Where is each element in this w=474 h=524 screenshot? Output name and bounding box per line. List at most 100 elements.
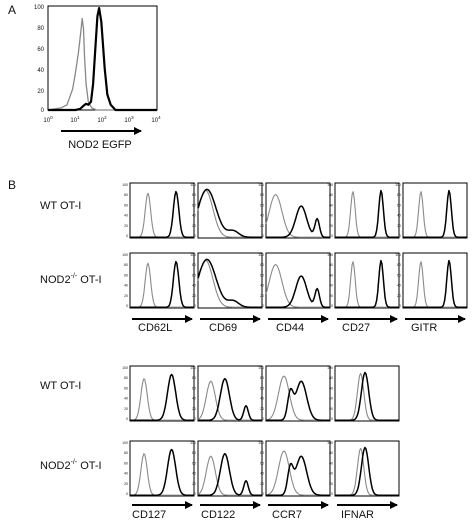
y-tick-label: 100 (190, 366, 196, 370)
histogram-frame (197, 365, 263, 422)
marker-label-cd62l: CD62L (138, 322, 172, 334)
y-tick-label: 0 (331, 304, 333, 308)
y-tick-label: 0 (331, 417, 333, 421)
y-tick-label: 60 (192, 386, 196, 390)
sample-histogram (130, 260, 194, 308)
y-tick-label: 40 (260, 284, 264, 288)
control-histogram (403, 261, 467, 308)
histogram-frame (265, 440, 331, 497)
panel-a-y-ticks: 100 80 60 40 20 0 (34, 5, 45, 114)
y-tick-label: 0 (194, 492, 196, 496)
y-tick-label: 60 (329, 203, 333, 207)
histogram-frame (402, 182, 468, 239)
x-tick-label: 104 (151, 115, 161, 124)
y-tick-label: 60 (192, 203, 196, 207)
sample-histogram (266, 455, 330, 496)
y-tick-label: 80 (124, 376, 128, 380)
control-histogram (197, 380, 262, 421)
y-tick-label: 100 (327, 441, 333, 445)
y-tick-label: 0 (41, 108, 45, 114)
histogram-frame (265, 252, 331, 309)
histogram-cd62l: 100 80 60 40 20 0 (122, 182, 195, 239)
y-tick-label: 20 (329, 407, 333, 411)
y-tick-label: 60 (329, 273, 333, 277)
histogram-cd69: 100 80 60 40 20 0 (190, 182, 263, 239)
mini-histograms: 100 80 60 40 20 0 100 80 60 40 20 0 100 80 60 40 20 0 100 8… (122, 182, 468, 497)
row-label-wt-1: WT OT-I (40, 200, 81, 212)
histogram-frame (265, 365, 331, 422)
y-tick-label: 40 (124, 214, 128, 218)
row-label-wt-2: WT OT-I (40, 380, 81, 392)
histogram-cd62l: 100 80 60 40 20 0 (122, 252, 195, 309)
y-tick-label: 0 (194, 417, 196, 421)
y-tick-label: 60 (329, 386, 333, 390)
y-tick-label: 60 (260, 203, 264, 207)
panel-a-label: A (8, 3, 16, 17)
y-tick-label: 20 (37, 89, 44, 95)
sample-histogram (335, 259, 399, 308)
marker-label-gitr: GITR (411, 322, 437, 334)
y-tick-label: 0 (262, 234, 264, 238)
y-tick-label: 100 (122, 183, 128, 187)
histogram-cd122: 100 80 60 40 20 0 (190, 365, 263, 422)
y-tick-label: 20 (192, 482, 196, 486)
y-tick-label: 0 (331, 492, 333, 496)
y-tick-label: 60 (397, 203, 401, 207)
histogram-cd44: 100 80 60 40 20 0 (258, 182, 331, 239)
y-tick-label: 0 (126, 234, 128, 238)
y-tick-label: 40 (192, 397, 196, 401)
y-tick-label: 100 (327, 183, 333, 187)
y-tick-label: 100 (395, 183, 401, 187)
y-tick-label: 100 (190, 183, 196, 187)
x-tick-label: 102 (97, 115, 107, 124)
series-line-control (47, 17, 157, 111)
sample-histogram (403, 189, 467, 238)
y-tick-label: 60 (192, 461, 196, 465)
histogram-cd122: 100 80 60 40 20 0 (190, 440, 263, 497)
histogram-ifnar: 100 80 60 40 20 0 (327, 440, 400, 497)
y-tick-label: 80 (260, 451, 264, 455)
control-histogram (197, 455, 262, 496)
sample-histogram (335, 371, 399, 421)
y-tick-label: 20 (192, 224, 196, 228)
y-tick-label: 80 (192, 263, 196, 267)
histogram-frame (197, 440, 263, 497)
row-label-nod2-1: NOD2-/- OT-I (40, 273, 102, 286)
control-histogram (335, 261, 399, 308)
y-tick-label: 40 (124, 472, 128, 476)
y-tick-label: 20 (260, 294, 264, 298)
control-histogram (265, 194, 330, 238)
sample-histogram (266, 380, 330, 421)
y-tick-label: 40 (329, 214, 333, 218)
y-tick-label: 40 (192, 214, 196, 218)
marker-arrows (132, 315, 466, 509)
panel-a-xlabel: NOD2 EGFP (68, 139, 132, 151)
y-tick-label: 100 (258, 441, 264, 445)
y-tick-label: 40 (329, 397, 333, 401)
y-tick-label: 0 (126, 417, 128, 421)
y-tick-label: 40 (192, 284, 196, 288)
sample-histogram (266, 205, 330, 238)
histogram-cd44: 100 80 60 40 20 0 (258, 252, 331, 309)
y-tick-label: 80 (260, 193, 264, 197)
y-tick-label: 100 (122, 441, 128, 445)
histogram-cd27: 100 80 60 40 20 0 (327, 252, 400, 309)
control-histogram (335, 191, 399, 238)
y-tick-label: 100 (190, 441, 196, 445)
histogram-frame (129, 365, 195, 422)
y-tick-label: 80 (192, 451, 196, 455)
y-tick-label: 20 (329, 482, 333, 486)
y-tick-label: 80 (124, 263, 128, 267)
y-tick-label: 40 (124, 397, 128, 401)
y-tick-label: 80 (329, 376, 333, 380)
y-tick-label: 0 (126, 304, 128, 308)
y-tick-label: 40 (329, 472, 333, 476)
y-tick-label: 20 (397, 294, 401, 298)
histogram-frame (129, 182, 195, 239)
y-tick-label: 80 (329, 263, 333, 267)
x-tick-label: 103 (124, 115, 134, 124)
y-tick-label: 60 (124, 273, 128, 277)
panel-a-x-ticks: 100 101 102 103 104 (43, 115, 161, 124)
y-tick-label: 60 (37, 47, 44, 53)
sample-histogram (130, 448, 194, 496)
